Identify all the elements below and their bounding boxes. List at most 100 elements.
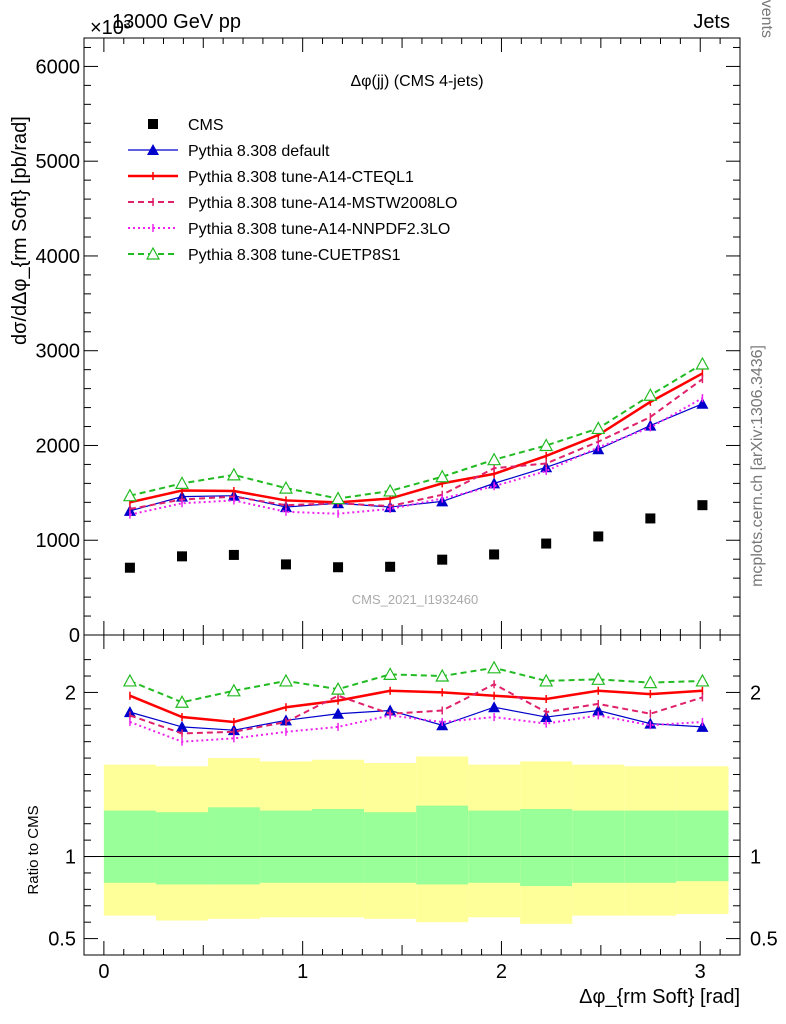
legend-entry: Pythia 8.308 tune-CUETP8S1 [128,246,401,264]
main-y-axis: 0 1000 2000 3000 4000 5000 6000 [36,46,740,647]
main-data-point [541,538,552,549]
legend-marker [148,119,158,129]
ratio-series-3 [129,711,704,746]
plot-subtitle: Δφ(jj) (CMS 4-jets) [350,73,483,90]
x-tick-label: 1 [297,961,308,983]
ratio-data-point [592,704,605,716]
ratio-y-tick-label-right: 1 [750,847,761,869]
main-series-line [129,363,703,500]
ratio-data-point [435,668,450,682]
main-series-5 [122,356,710,505]
main-data-point [226,467,241,481]
ratio-data-point [122,673,137,687]
legend-label: Pythia 8.308 tune-A14-CTEQL1 [188,169,414,186]
main-data-point [331,491,346,505]
legend: CMS Pythia 8.308 default Pythia 8.308 tune… [128,117,457,264]
main-data-point [487,452,502,466]
x-tick-label: 3 [695,961,706,983]
main-data-point [591,421,606,435]
main-data-point [122,488,137,502]
watermark: CMS_2021_I1932460 [352,592,479,607]
legend-marker [145,246,161,260]
main-data-point [383,483,398,497]
ratio-data-point [591,672,606,685]
main-y-tick-label: 3000 [36,341,81,363]
ratio-data-point [383,667,398,680]
legend-label: CMS [188,117,224,134]
main-series-line [129,403,703,512]
ratio-data-point [332,707,345,719]
main-data-point [333,562,344,573]
stat-uncertainty-band [208,807,260,885]
main-data-point [228,549,239,560]
main-data-point [593,531,604,542]
x-tick-label: 2 [496,961,507,983]
main-series-2 [129,369,704,507]
stat-uncertainty-band [624,810,677,883]
main-y-tick-label: 6000 [36,56,81,78]
ratio-y-axis: 0.5 0.5 1 1 2 2 [48,659,778,951]
ratio-y-tick-label-right: 2 [750,682,761,704]
main-series-line [129,372,704,504]
main-y-tick-label: 5000 [36,151,81,173]
main-series-group [122,356,710,573]
main-data-point [696,397,709,409]
ratio-y-tick-label: 2 [65,682,76,704]
ratio-data-point [539,673,554,687]
main-series-4 [129,394,704,519]
main-data-point [645,513,656,524]
main-plot-frame [83,37,741,636]
legend-entry: Pythia 8.308 tune-A14-NNPDF2.3LO [128,221,450,238]
ratio-data-point [540,711,553,723]
ratio-data-point [643,675,658,689]
main-series-0 [124,500,708,573]
legend-entry: Pythia 8.308 default [128,143,330,160]
main-y-tick-label: 4000 [36,246,81,268]
main-y-tick-label: 0 [69,625,80,647]
ratio-series-4 [122,660,710,708]
ratio-data-point [487,660,502,674]
ratio-y-tick-label-right: 0.5 [750,929,778,951]
stat-uncertainty-band [312,808,365,883]
main-data-point [177,551,188,562]
ratio-data-point [696,720,709,732]
x-tick-label: 0 [98,961,109,983]
ratio-y-axis-label: Ratio to CMS [25,805,42,894]
ratio-data-point [226,683,241,697]
main-data-point [278,480,293,494]
main-data-point [280,559,291,570]
ratio-series-1 [129,686,704,726]
main-data-point [437,554,448,565]
ratio-data-point [695,673,710,687]
main-data-point [174,476,190,489]
ratio-series-line [129,683,703,735]
legend-entry: CMS [148,117,224,134]
stat-uncertainty-band [364,812,417,883]
ratio-series-line [129,706,703,731]
ratio-y-tick-label: 0.5 [48,929,76,951]
ratio-data-point [174,695,190,708]
legend-entry: Pythia 8.308 tune-A14-MSTW2008LO [128,195,457,212]
main-y-axis-label: dσ/dΔφ_{rm Soft} [pb/rad] [9,116,31,345]
main-y-axis-label-text: dσ/dΔφ_{rm Soft} [pb/rad] [9,116,31,345]
main-data-point [697,500,708,511]
ratio-y-tick-label: 1 [65,847,76,869]
stat-uncertainty-band [520,808,573,887]
main-data-point [489,549,500,560]
legend-label: Pythia 8.308 tune-A14-MSTW2008LO [188,195,457,212]
stat-uncertainty-band [103,810,156,883]
main-series-line [129,397,703,516]
rivet-label: Rivet 3.1.10, ≥ 2M events [758,0,775,38]
main-x-axis [103,38,721,635]
ratio-data-point [331,681,346,695]
ratio-uncertainty-bands [103,756,729,924]
ratio-series-group [122,660,710,746]
ratio-panel: 0.5 0.5 1 1 2 2 0 1 2 3 [48,634,778,983]
legend-label: Pythia 8.308 tune-A14-NNPDF2.3LO [188,221,450,238]
main-series-line [129,378,704,510]
main-data-point [695,356,710,370]
main-data-point [539,438,554,452]
main-series-3 [129,375,704,513]
main-data-point [435,469,450,483]
